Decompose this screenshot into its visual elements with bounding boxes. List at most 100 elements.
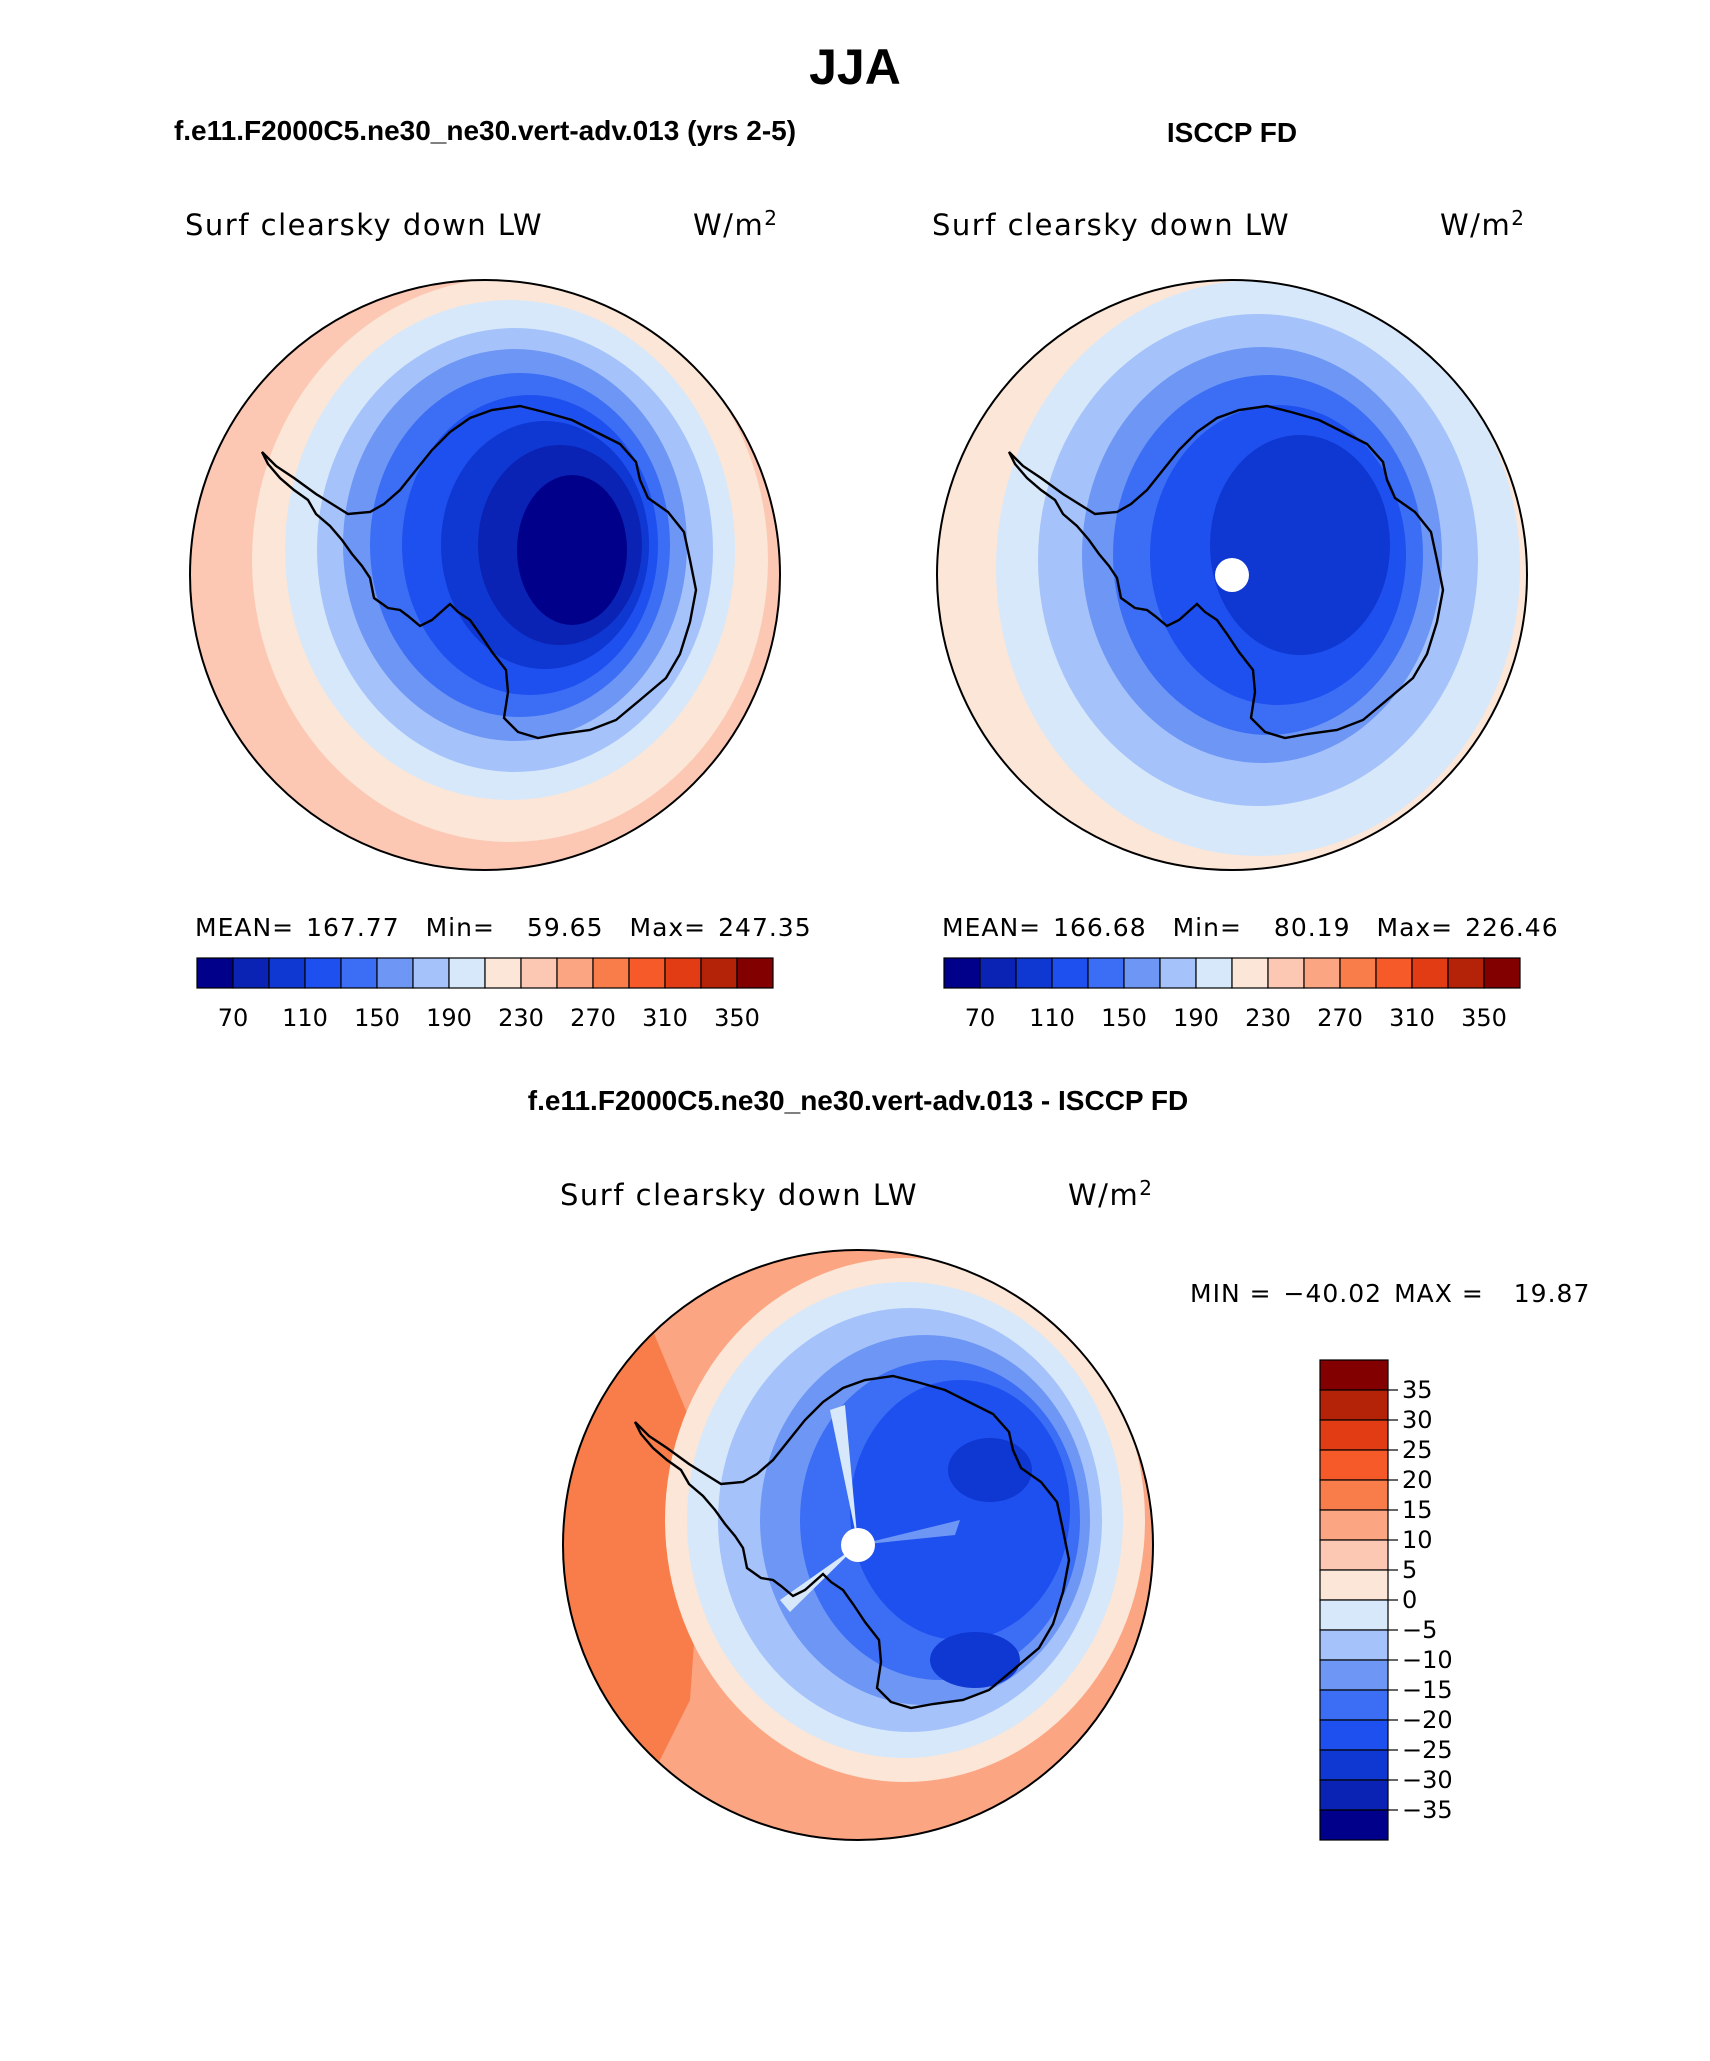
model-min-value: 59.65 bbox=[527, 913, 604, 942]
colorbar-diff-tick-label-1: 30 bbox=[1402, 1406, 1433, 1434]
colorbar-model-tick-label-6: 310 bbox=[642, 1004, 688, 1032]
colorbar-obs-swatch-7 bbox=[1195, 957, 1233, 989]
map-obs-border bbox=[936, 279, 1528, 871]
colorbar-model-swatch-13 bbox=[664, 957, 702, 989]
colorbar-model-swatch-3 bbox=[304, 957, 342, 989]
colorbar-obs-tick-label-0: 70 bbox=[965, 1004, 996, 1032]
map-diff-band-7 bbox=[850, 1380, 1070, 1640]
map-diff-warm-sector bbox=[563, 1300, 700, 1800]
map-diff-band-9 bbox=[930, 1632, 1020, 1688]
colorbar-model: 70 110 150 190 230 270 310 350 bbox=[196, 957, 774, 1032]
colorbar-obs-swatch-1 bbox=[979, 957, 1017, 989]
colorbar-obs-tick-label-2: 150 bbox=[1101, 1004, 1147, 1032]
colorbar-model-tick-label-4: 230 bbox=[498, 1004, 544, 1032]
colorbar-model-tick-label-2: 150 bbox=[354, 1004, 400, 1032]
colorbar-diff-tick-label-5: 10 bbox=[1402, 1526, 1433, 1554]
colorbar-model-swatch-2 bbox=[268, 957, 306, 989]
panel-diff: f.e11.F2000C5.ne30_ne30.vert-adv.013 - I… bbox=[528, 1085, 1590, 1841]
colorbar-diff-swatch-0 bbox=[1319, 1359, 1389, 1391]
map-obs-pole-mask bbox=[1215, 558, 1249, 592]
colorbar-model-tick-label-3: 190 bbox=[426, 1004, 472, 1032]
colorbar-model-swatch-9 bbox=[520, 957, 558, 989]
colorbar-diff-swatch-7 bbox=[1319, 1569, 1389, 1601]
map-model bbox=[190, 280, 780, 870]
map-diff-band-8 bbox=[948, 1438, 1032, 1502]
map-diff-pole-mask bbox=[841, 1528, 875, 1562]
map-diff-border bbox=[562, 1249, 1154, 1841]
colorbar-obs-swatch-0 bbox=[943, 957, 981, 989]
panel-model-unit-base: W/m bbox=[693, 208, 764, 242]
obs-mean-value: 166.68 bbox=[1053, 913, 1146, 942]
colorbar-diff-swatch-14 bbox=[1319, 1779, 1389, 1811]
panel-diff-units: W/m2 bbox=[1068, 1176, 1153, 1212]
panel-diff-stats: MIN = −40.02 MAX = 19.87 bbox=[1190, 1279, 1590, 1308]
colorbar-diff-swatch-5 bbox=[1319, 1509, 1389, 1541]
map-model-band-10 bbox=[517, 475, 627, 625]
colorbar-diff-swatch-11 bbox=[1319, 1689, 1389, 1721]
colorbar-obs-swatch-15 bbox=[1483, 957, 1521, 989]
colorbar-diff-tick-label-2: 25 bbox=[1402, 1436, 1433, 1464]
colorbar-diff-tick-label-13: −30 bbox=[1402, 1766, 1453, 1794]
colorbar-diff-tick-label-8: −5 bbox=[1402, 1616, 1437, 1644]
panel-diff-header: f.e11.F2000C5.ne30_ne30.vert-adv.013 - I… bbox=[528, 1085, 1188, 1116]
colorbar-diff-swatch-15 bbox=[1319, 1809, 1389, 1841]
colorbar-diff-swatch-12 bbox=[1319, 1719, 1389, 1751]
colorbar-diff-tick-label-10: −15 bbox=[1402, 1676, 1453, 1704]
colorbar-obs-tick-label-1: 110 bbox=[1029, 1004, 1075, 1032]
obs-max-label: Max= bbox=[1377, 913, 1454, 942]
colorbar-model-swatch-1 bbox=[232, 957, 270, 989]
colorbar-diff-swatch-6 bbox=[1319, 1539, 1389, 1571]
diff-max-label: MAX = bbox=[1394, 1279, 1484, 1308]
obs-min-label: Min= bbox=[1173, 913, 1242, 942]
colorbar-obs-swatch-6 bbox=[1159, 957, 1197, 989]
colorbar-obs-swatch-3 bbox=[1051, 957, 1089, 989]
colorbar-diff-tick-label-14: −35 bbox=[1402, 1796, 1453, 1824]
panel-obs-unit-sup: 2 bbox=[1511, 206, 1525, 230]
colorbar-diff-tick-label-6: 5 bbox=[1402, 1556, 1417, 1584]
colorbar-model-swatch-5 bbox=[376, 957, 414, 989]
colorbar-model-tick-label-1: 110 bbox=[282, 1004, 328, 1032]
colorbar-obs-swatch-13 bbox=[1411, 957, 1449, 989]
panel-diff-unit-base: W/m bbox=[1068, 1178, 1139, 1212]
panel-obs: ISCCP FD Surf clearsky down LW W/m2 MEAN… bbox=[932, 117, 1558, 1032]
panel-diff-unit-sup: 2 bbox=[1139, 1176, 1153, 1200]
diff-min-value: −40.02 bbox=[1284, 1279, 1383, 1308]
colorbar-diff-swatch-13 bbox=[1319, 1749, 1389, 1781]
colorbar-model-swatch-12 bbox=[628, 957, 666, 989]
obs-min-value: 80.19 bbox=[1274, 913, 1351, 942]
colorbar-model-tick-label-7: 350 bbox=[714, 1004, 760, 1032]
colorbar-obs-tick-label-3: 190 bbox=[1173, 1004, 1219, 1032]
map-diff-spoke-1 bbox=[830, 1405, 858, 1545]
colorbar-model-swatch-6 bbox=[412, 957, 450, 989]
colorbar-diff-swatch-8 bbox=[1319, 1599, 1389, 1631]
panel-model-units: W/m2 bbox=[693, 206, 778, 242]
panel-obs-variable: Surf clearsky down LW bbox=[932, 208, 1290, 242]
panel-model: f.e11.F2000C5.ne30_ne30.vert-adv.013 (yr… bbox=[174, 115, 812, 1032]
colorbar-obs-swatch-11 bbox=[1339, 957, 1377, 989]
panel-model-header: f.e11.F2000C5.ne30_ne30.vert-adv.013 (yr… bbox=[174, 115, 796, 146]
colorbar-model-tick-label-5: 270 bbox=[570, 1004, 616, 1032]
obs-mean-label: MEAN= bbox=[942, 913, 1041, 942]
panel-obs-unit-base: W/m bbox=[1440, 208, 1511, 242]
model-mean-label: MEAN= bbox=[195, 913, 294, 942]
colorbar-model-tick-label-0: 70 bbox=[218, 1004, 249, 1032]
diff-min-label: MIN = bbox=[1190, 1279, 1272, 1308]
panel-model-stats: MEAN= 167.77 Min= 59.65 Max= 247.35 bbox=[195, 913, 812, 942]
colorbar-diff-swatch-1 bbox=[1319, 1389, 1389, 1421]
colorbar-obs-tick-label-4: 230 bbox=[1245, 1004, 1291, 1032]
map-diff-spoke-3 bbox=[858, 1520, 960, 1545]
colorbar-diff-tick-label-3: 20 bbox=[1402, 1466, 1433, 1494]
model-max-value: 247.35 bbox=[718, 913, 811, 942]
model-mean-value: 167.77 bbox=[306, 913, 399, 942]
colorbar-model-swatch-0 bbox=[196, 957, 234, 989]
panel-model-variable: Surf clearsky down LW bbox=[185, 208, 543, 242]
colorbar-diff-tick-label-11: −20 bbox=[1402, 1706, 1453, 1734]
colorbar-diff-swatch-10 bbox=[1319, 1659, 1389, 1691]
colorbar-obs-swatch-10 bbox=[1303, 957, 1341, 989]
colorbar-obs-tick-label-7: 350 bbox=[1461, 1004, 1507, 1032]
model-min-label: Min= bbox=[426, 913, 495, 942]
colorbar-obs-tick-label-5: 270 bbox=[1317, 1004, 1363, 1032]
panel-diff-variable: Surf clearsky down LW bbox=[560, 1178, 918, 1212]
panel-obs-header: ISCCP FD bbox=[1167, 117, 1297, 148]
